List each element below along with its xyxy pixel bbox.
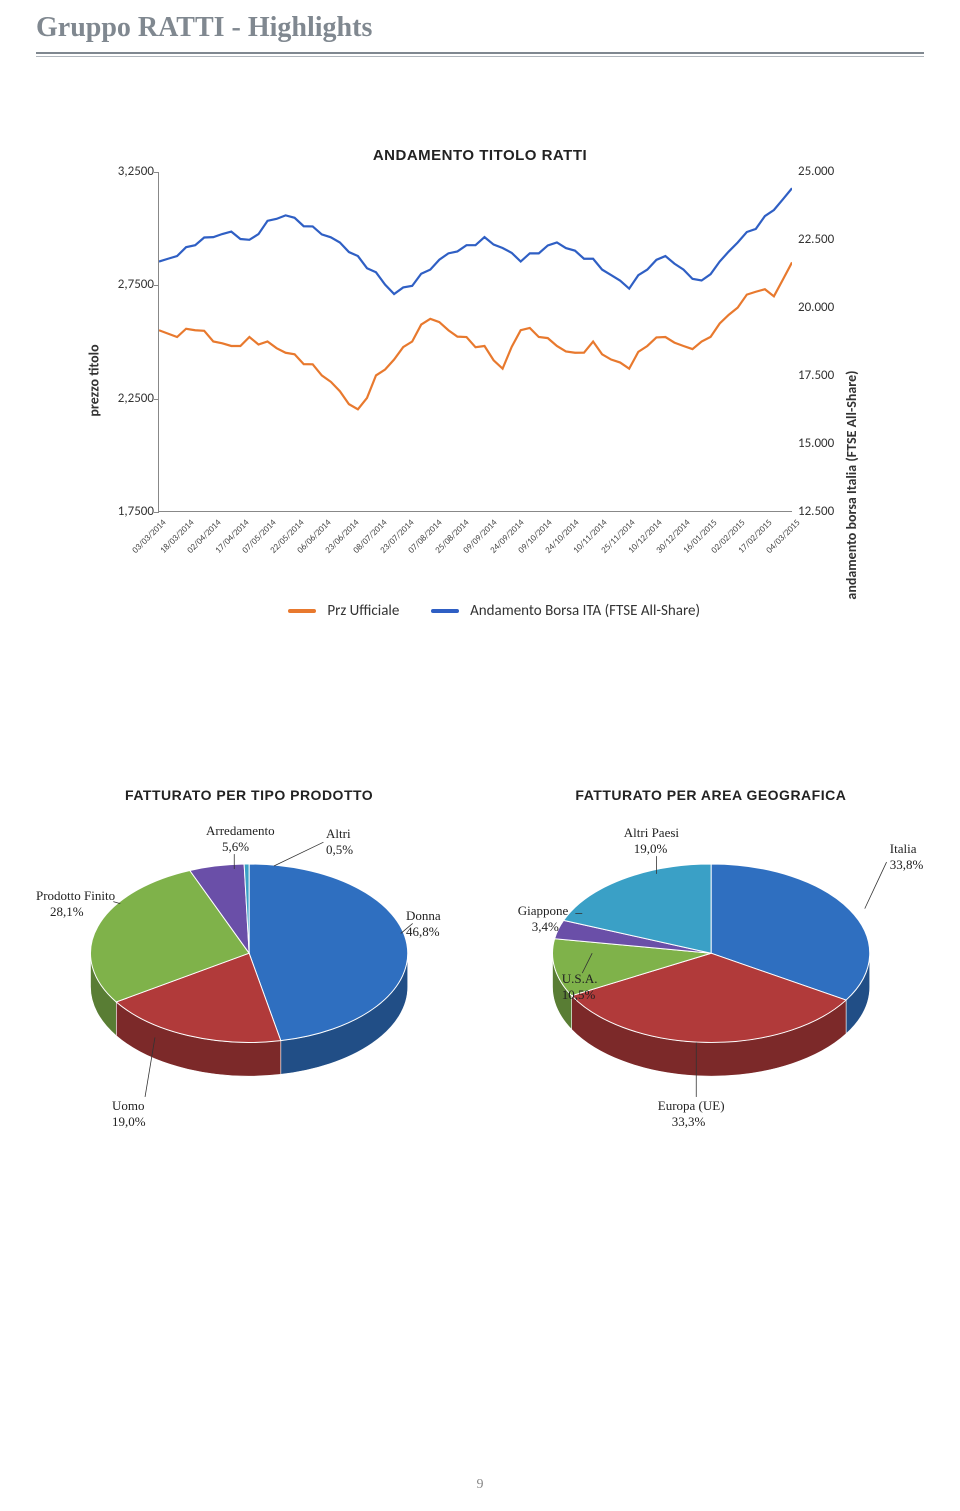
right-axis-label: andamento borsa Italia (FTSE All-Share) (843, 371, 860, 600)
pie-label-usa: U.S.A. 10,5% (562, 971, 598, 1002)
pie-label-prodottofinito: Prodotto Finito 28,1% (36, 888, 115, 919)
title-subdivider (36, 56, 924, 57)
legend-swatch-ftse (431, 609, 459, 613)
pie-label-altripaesi: Altri Paesi 19,0% (624, 825, 679, 856)
y-right-tick: 25.000 (798, 164, 846, 179)
pie-product-svg (36, 823, 462, 1133)
chart-title: ANDAMENTO TITOLO RATTI (36, 147, 924, 164)
pie-product-title: FATTURATO PER TIPO PRODOTTO (36, 787, 462, 803)
pie-label-europa: Europa (UE) 33,3% (658, 1098, 725, 1129)
pie-geo-body: Altri Paesi 19,0% Italia 33,8% Giappone … (498, 823, 924, 1133)
pie-label-uomo: Uomo 19,0% (112, 1098, 146, 1129)
stock-lines-svg (159, 172, 792, 511)
chart-legend: Prz Ufficiale Andamento Borsa ITA (FTSE … (36, 602, 924, 620)
y-right-tick: 20.000 (798, 300, 846, 315)
pie-geo: FATTURATO PER AREA GEOGRAFICA Altri Paes… (498, 787, 924, 1133)
pie-label-altri: Altri 0,5% (326, 826, 353, 857)
plot-area (158, 172, 792, 512)
pie-product-body: Arredamento 5,6% Altri 0,5% Prodotto Fin… (36, 823, 462, 1133)
y-left-tick: 2,7500 (108, 277, 154, 292)
y-right-tick: 22.500 (798, 232, 846, 247)
title-divider (36, 52, 924, 54)
page-number: 9 (477, 1477, 484, 1493)
legend-label-prz: Prz Ufficiale (327, 602, 399, 620)
x-axis: 03/03/201418/03/201402/04/201417/04/2014… (158, 512, 792, 556)
y-right-tick: 17.500 (798, 368, 846, 383)
y-left-tick: 2,2500 (108, 391, 154, 406)
legend-label-ftse: Andamento Borsa ITA (FTSE All-Share) (470, 602, 700, 620)
pie-label-giappone: Giappone 3,4% (518, 903, 569, 934)
pie-label-italia: Italia 33,8% (890, 841, 924, 872)
pie-label-donna: Donna 46,8% (406, 908, 441, 939)
page-title: Gruppo RATTI - Highlights (0, 0, 960, 52)
stock-chart: ANDAMENTO TITOLO RATTI prezzo titolo and… (36, 147, 924, 647)
pie-row: FATTURATO PER TIPO PRODOTTO Arredamento … (36, 787, 924, 1133)
pie-geo-title: FATTURATO PER AREA GEOGRAFICA (498, 787, 924, 803)
y-right-tick: 12.500 (798, 504, 846, 519)
pie-product: FATTURATO PER TIPO PRODOTTO Arredamento … (36, 787, 462, 1133)
chart-area: prezzo titolo andamento borsa Italia (FT… (96, 172, 864, 552)
legend-swatch-prz (288, 609, 316, 613)
y-right-tick: 15.000 (798, 436, 846, 451)
left-axis-label: prezzo titolo (86, 344, 103, 416)
pie-label-arredamento: Arredamento 5,6% (206, 823, 275, 854)
y-left-tick: 1,7500 (108, 504, 154, 519)
y-left-tick: 3,2500 (108, 164, 154, 179)
